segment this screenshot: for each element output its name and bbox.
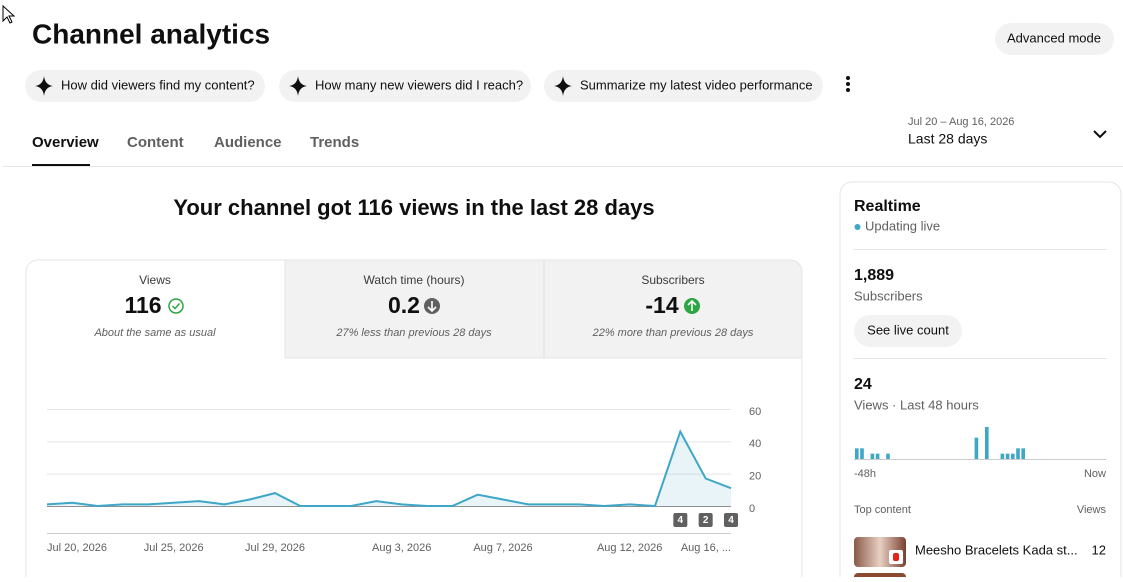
video-marker-label: 2 bbox=[703, 515, 709, 526]
suggestion-chip[interactable] bbox=[25, 70, 265, 102]
suggestion-text: Summarize my latest video performance bbox=[580, 77, 813, 92]
up-icon bbox=[684, 298, 700, 314]
tab[interactable]: Overview bbox=[32, 134, 99, 151]
tabs: Overview Content Audience Trends bbox=[3, 134, 1123, 167]
realtime-title: Realtime bbox=[854, 198, 921, 215]
views-label: Views · Last 48 hours bbox=[854, 397, 979, 412]
y-tick-label: 20 bbox=[749, 471, 761, 483]
bar bbox=[1000, 453, 1005, 459]
tab[interactable]: Content bbox=[127, 134, 184, 151]
metric-label: Watch time (hours) bbox=[364, 273, 465, 287]
metric-label: Views bbox=[139, 273, 171, 287]
advanced-mode-label: Advanced mode bbox=[1007, 30, 1101, 45]
metric-value: -14 bbox=[645, 292, 678, 318]
metric-note: 22% more than previous 28 days bbox=[592, 327, 754, 339]
suggestion-chip[interactable] bbox=[279, 70, 531, 102]
y-tick-label: 60 bbox=[749, 406, 761, 418]
video-marker[interactable] bbox=[698, 513, 713, 527]
metric-value: 116 bbox=[124, 292, 161, 318]
top-content-title[interactable]: Meesho Bracelets Kada st... bbox=[915, 542, 1078, 557]
x-tick-label: Aug 16, ... bbox=[681, 542, 731, 554]
top-content-views: 12 bbox=[1092, 542, 1106, 557]
bar bbox=[1011, 453, 1015, 459]
check-icon bbox=[168, 298, 184, 314]
live-count-button[interactable] bbox=[854, 315, 962, 347]
date-picker[interactable]: Jul 20 – Aug 16, 2026 Last 28 days bbox=[908, 116, 1107, 147]
shorts-icon bbox=[893, 553, 899, 561]
x-label: Now bbox=[1084, 468, 1106, 480]
x-tick-label: Aug 3, 2026 bbox=[372, 542, 431, 554]
sparkle-icon bbox=[554, 76, 572, 96]
subscriber-label: Subscribers bbox=[854, 288, 923, 303]
video-marker-label: 4 bbox=[678, 515, 684, 526]
subscriber-count: 1,889 bbox=[854, 267, 894, 284]
video-marker-label: 4 bbox=[728, 515, 734, 526]
page-title: Channel analytics bbox=[32, 18, 270, 49]
date-range: Jul 20 – Aug 16, 2026 bbox=[908, 116, 1014, 128]
tab-indicator bbox=[32, 164, 90, 166]
sparkle-icon bbox=[35, 76, 53, 96]
realtime-status: Updating live bbox=[865, 218, 940, 233]
x-label: -48h bbox=[854, 468, 876, 480]
x-tick-label: Jul 29, 2026 bbox=[245, 542, 305, 554]
bar bbox=[974, 437, 979, 459]
panel bbox=[839, 181, 1122, 582]
metric-label: Subscribers bbox=[641, 273, 704, 287]
thumbnail[interactable] bbox=[854, 573, 906, 582]
bar bbox=[1016, 448, 1020, 459]
live-count-label: See live count bbox=[867, 322, 949, 337]
suggestion-chip[interactable] bbox=[544, 70, 823, 102]
top-content-title: Top content bbox=[854, 504, 911, 516]
live-dot bbox=[854, 224, 861, 230]
views-count: 24 bbox=[854, 376, 872, 393]
x-tick-label: Aug 12, 2026 bbox=[597, 542, 662, 554]
x-tick-label: Aug 7, 2026 bbox=[473, 542, 532, 554]
views-column: Views bbox=[1077, 504, 1107, 516]
bar bbox=[985, 427, 989, 459]
suggestions: How did viewers find my content? How man… bbox=[25, 70, 850, 102]
video-marker[interactable] bbox=[673, 513, 688, 527]
x-tick-label: Jul 25, 2026 bbox=[144, 542, 204, 554]
x-tick-label: Jul 20, 2026 bbox=[47, 542, 107, 554]
tab[interactable]: Trends bbox=[310, 134, 359, 151]
bar bbox=[886, 453, 890, 459]
bar bbox=[860, 448, 864, 459]
realtime-panel: Realtime Updating live 1,889 Subscribers… bbox=[839, 181, 1122, 582]
video-marker[interactable] bbox=[724, 513, 738, 527]
down-icon bbox=[424, 298, 440, 314]
chevron bbox=[1093, 130, 1107, 139]
bar bbox=[1005, 453, 1010, 459]
bar bbox=[875, 453, 880, 459]
bar bbox=[855, 448, 859, 459]
suggestion-text: How many new viewers did I reach? bbox=[315, 77, 523, 92]
date-label: Last 28 days bbox=[908, 131, 987, 147]
more-menu[interactable] bbox=[846, 76, 850, 92]
metric-note: 27% less than previous 28 days bbox=[335, 327, 492, 339]
sparkle-icon bbox=[289, 76, 307, 96]
cursor bbox=[2, 4, 16, 24]
y-tick-label: 0 bbox=[749, 503, 755, 515]
y-tick-label: 40 bbox=[749, 438, 761, 450]
line bbox=[46, 429, 732, 508]
bar bbox=[1021, 448, 1025, 459]
metrics-card: Views Watch time (hours) Subscribers 116… bbox=[25, 259, 803, 582]
metric-value: 0.2 bbox=[388, 292, 420, 318]
area bbox=[47, 431, 731, 506]
headline: Your channel got 116 views in the last 2… bbox=[173, 195, 654, 220]
metric-note: About the same as usual bbox=[93, 327, 216, 339]
tab[interactable]: Audience bbox=[214, 134, 282, 151]
advanced-mode-button[interactable] bbox=[995, 23, 1114, 55]
bar bbox=[870, 453, 875, 459]
suggestion-text: How did viewers find my content? bbox=[61, 77, 255, 92]
